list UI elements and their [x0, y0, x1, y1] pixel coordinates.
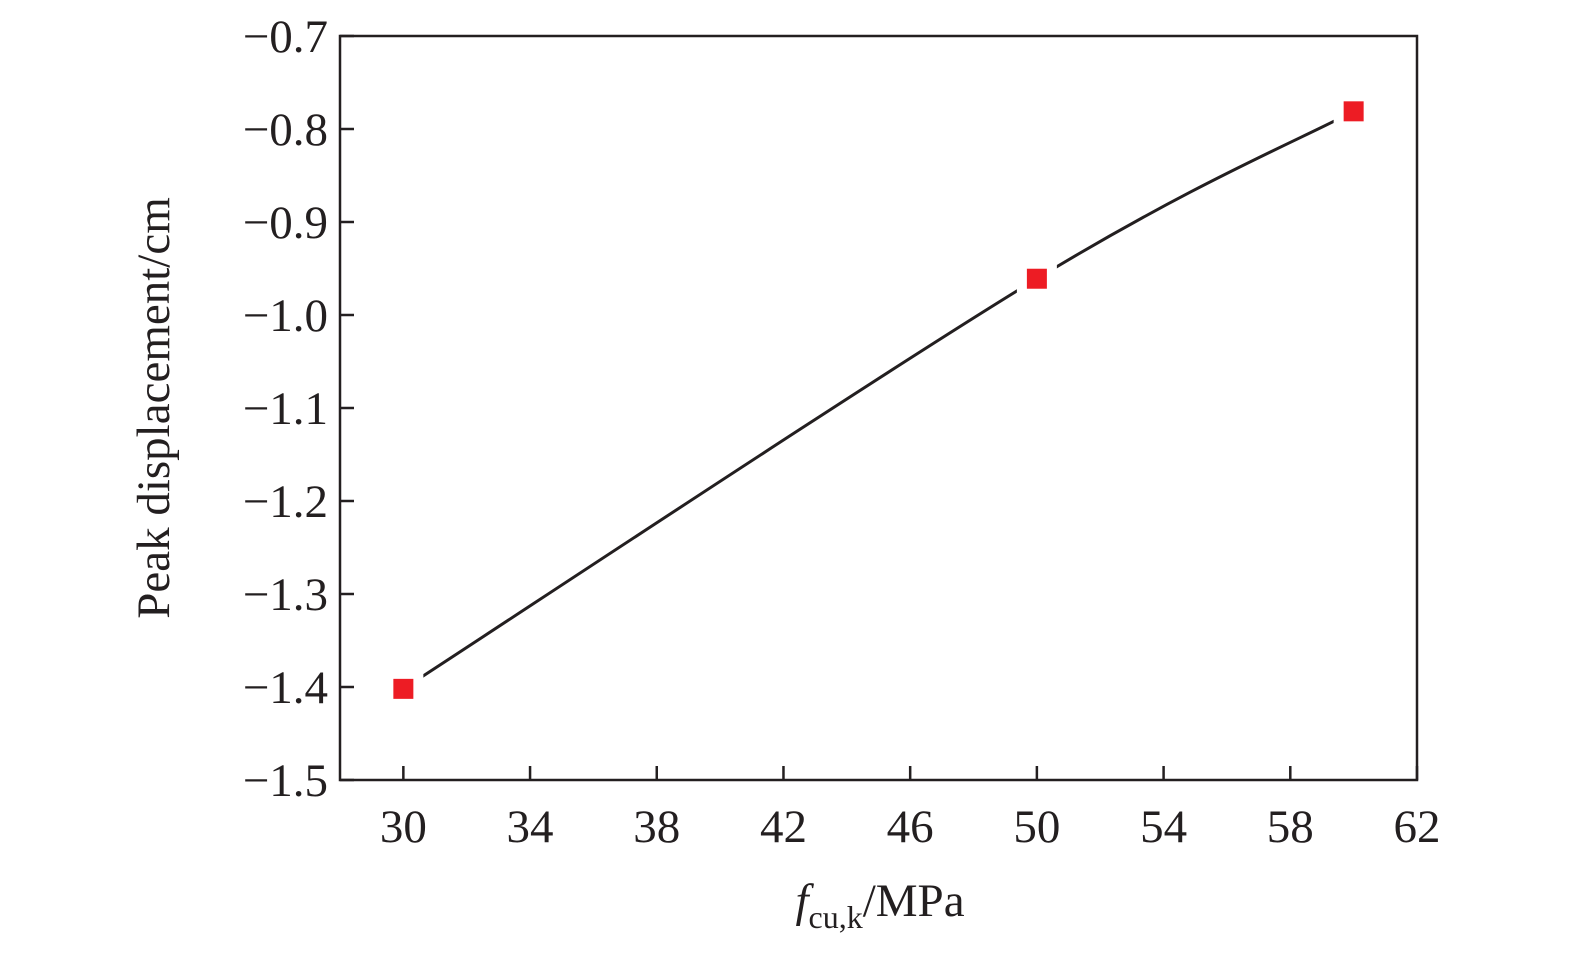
y-tick-label: −0.9: [243, 197, 328, 249]
y-tick-label: −0.8: [243, 104, 328, 156]
x-tick-label: 46: [887, 801, 934, 853]
x-axis-label-subscript: cu,k: [809, 899, 863, 935]
y-tick-label: −1.0: [243, 290, 328, 342]
data-point: [393, 678, 414, 699]
x-tick-label: 42: [760, 801, 807, 853]
x-axis-ticks: 30 34 38 42 46 50 54 58 62: [380, 766, 1441, 853]
x-tick-label: 50: [1013, 801, 1060, 853]
y-tick-label: −1.3: [243, 569, 328, 621]
x-axis-label: fcu,k/MPa: [795, 875, 964, 935]
y-axis-label: Peak displacement/cm: [128, 197, 180, 619]
x-tick-label: 62: [1394, 801, 1441, 853]
x-tick-label: 58: [1267, 801, 1314, 853]
x-tick-label: 30: [380, 801, 427, 853]
x-tick-label: 54: [1140, 801, 1187, 853]
series-line: [402, 110, 1355, 691]
x-tick-label: 38: [633, 801, 680, 853]
x-axis-label-unit: /MPa: [863, 875, 965, 927]
y-tick-label: −1.5: [243, 755, 328, 807]
x-tick-label: 34: [507, 801, 554, 853]
y-tick-label: −0.7: [243, 11, 328, 63]
y-tick-label: −1.2: [243, 476, 328, 528]
y-tick-label: −1.4: [243, 662, 328, 714]
data-point: [1026, 268, 1047, 289]
y-tick-label: −1.1: [243, 383, 328, 435]
data-point: [1343, 101, 1364, 122]
series-layer: [383, 91, 1374, 709]
y-axis-ticks: −0.7 −0.8 −0.9 −1.0 −1.1 −1.2 −1.3 −1.4 −1.5: [243, 11, 354, 807]
plot-frame: [338, 34, 1419, 782]
